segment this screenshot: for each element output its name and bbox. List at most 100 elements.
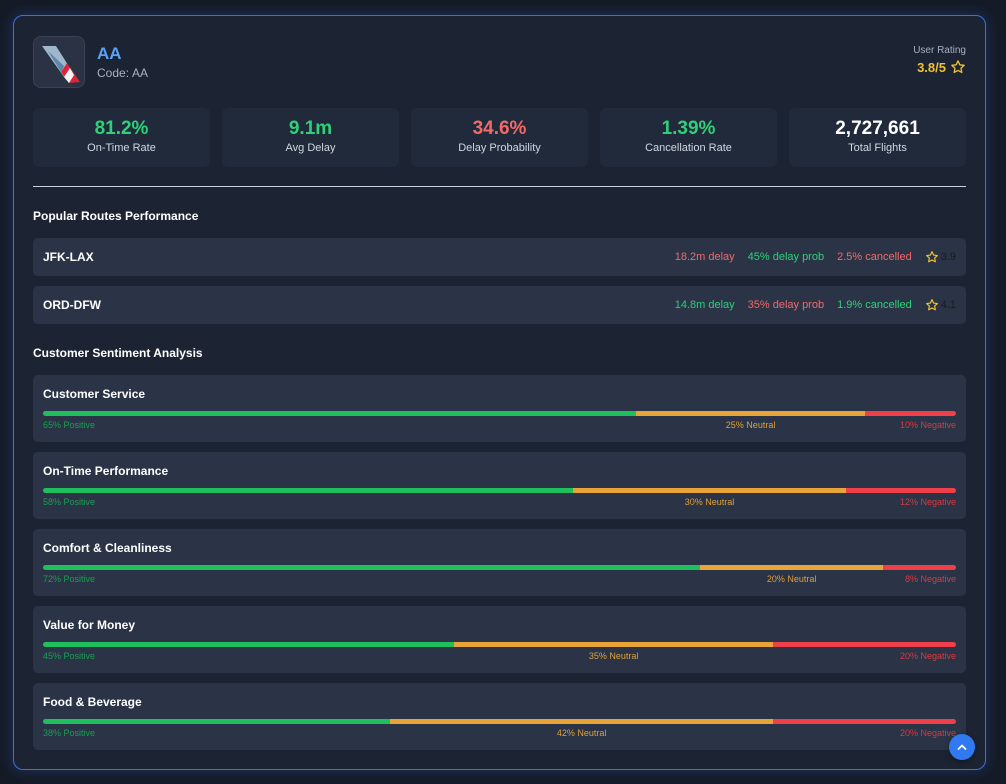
stat-value: 2,727,661 (835, 118, 920, 139)
sentiment-section-title: Customer Sentiment Analysis (33, 346, 203, 360)
user-rating-label: User Rating (913, 45, 966, 56)
stat-value: 34.6% (472, 118, 527, 139)
sentiment-labels: 38% Positive 42% Neutral 20% Negative (43, 728, 956, 740)
stat-label: Delay Probability (458, 142, 541, 154)
stat-label: Avg Delay (285, 142, 336, 154)
route-delay-probability: 35% delay prob (747, 299, 825, 311)
star-outline-icon (925, 299, 938, 311)
sentiment-title: On-Time Performance (43, 464, 169, 478)
sentiment-negative-label: 20% Negative (899, 728, 956, 738)
sentiment-bar-positive (43, 565, 701, 570)
sentiment-positive-label: 72% Positive (43, 574, 96, 584)
airline-code-value: AA (132, 66, 149, 80)
route-rating: 3.9 (925, 250, 956, 264)
sentiment-bar (43, 411, 956, 416)
route-row-ord-dfw[interactable]: ORD-DFW 14.8m delay 35% delay prob 1.9% … (33, 286, 966, 324)
section-divider (33, 186, 966, 187)
star-outline-icon (925, 251, 938, 263)
sentiment-bar-negative (882, 565, 956, 570)
sentiment-positive-label: 58% Positive (43, 497, 96, 507)
sentiment-labels: 65% Positive 25% Neutral 10% Negative (43, 420, 956, 432)
route-name: JFK-LAX (43, 250, 94, 264)
route-metrics: 14.8m delay 35% delay prob 1.9% cancelle… (675, 298, 956, 312)
user-rating-value: 3.8/5 (917, 59, 946, 75)
sentiment-bar (43, 719, 956, 724)
sentiment-negative-label: 8% Negative (904, 574, 956, 584)
sentiment-bar-neutral (636, 411, 865, 416)
stat-value: 9.1m (288, 118, 333, 139)
sentiment-bar (43, 642, 956, 647)
american-airlines-logo-icon (33, 36, 85, 88)
stat-label: Cancellation Rate (645, 142, 732, 154)
route-metrics: 18.2m delay 45% delay prob 2.5% cancelle… (675, 250, 956, 264)
airline-name: AA (97, 44, 122, 63)
stat-total-flights: 2,727,661 Total Flights (789, 108, 966, 167)
stat-label: On-Time Rate (87, 142, 156, 154)
route-name: ORD-DFW (43, 298, 101, 312)
sentiment-negative-label: 12% Negative (899, 497, 956, 507)
route-cancelled: 2.5% cancelled (837, 251, 912, 263)
sentiment-card-food-beverage: Food & Beverage 38% Positive 42% Neutral… (33, 683, 966, 750)
route-row-jfk-lax[interactable]: JFK-LAX 18.2m delay 45% delay prob 2.5% … (33, 238, 966, 276)
stat-on-time-rate: 81.2% On-Time Rate (33, 108, 210, 167)
scroll-to-top-button[interactable] (949, 734, 975, 760)
airline-card: AA Code: AA User Rating 3.8/5 81.2% On-Ti… (13, 15, 986, 770)
sentiment-card-comfort-cleanliness: Comfort & Cleanliness 72% Positive 20% N… (33, 529, 966, 596)
sentiment-card-on-time-performance: On-Time Performance 58% Positive 30% Neu… (33, 452, 966, 519)
sentiment-bar-neutral (572, 488, 847, 493)
star-outline-icon (951, 60, 965, 74)
airline-code-label: Code: (97, 66, 130, 80)
sentiment-bar-neutral (700, 565, 883, 570)
sentiment-bar-positive (43, 411, 637, 416)
stat-delay-probability: 34.6% Delay Probability (411, 108, 588, 167)
sentiment-positive-label: 65% Positive (43, 420, 96, 430)
stat-avg-delay: 9.1m Avg Delay (222, 108, 399, 167)
sentiment-bar-positive (43, 719, 390, 724)
stat-value: 81.2% (94, 118, 149, 139)
stat-value: 1.39% (661, 118, 716, 139)
sentiment-labels: 72% Positive 20% Neutral 8% Negative (43, 574, 956, 586)
sentiment-neutral-label: 30% Neutral (684, 497, 735, 507)
route-rating: 4.1 (925, 298, 956, 312)
route-rating-value: 4.1 (940, 299, 956, 311)
sentiment-card-value-for-money: Value for Money 45% Positive 35% Neutral… (33, 606, 966, 673)
sentiment-bar (43, 565, 956, 570)
sentiment-bar-positive (43, 488, 573, 493)
sentiment-title: Customer Service (43, 387, 146, 401)
sentiment-neutral-label: 35% Neutral (588, 651, 639, 661)
stat-label: Total Flights (848, 142, 907, 154)
route-rating-value: 3.9 (940, 251, 956, 263)
sentiment-positive-label: 45% Positive (43, 651, 96, 661)
stat-cancellation-rate: 1.39% Cancellation Rate (600, 108, 777, 167)
routes-section-title: Popular Routes Performance (33, 209, 199, 223)
sentiment-neutral-label: 25% Neutral (725, 420, 776, 430)
sentiment-title: Value for Money (43, 618, 136, 632)
sentiment-bar-neutral (389, 719, 774, 724)
sentiment-title: Food & Beverage (43, 695, 142, 709)
airline-header: AA Code: AA User Rating 3.8/5 (33, 36, 966, 90)
route-delay: 14.8m delay (674, 299, 735, 311)
route-cancelled: 1.9% cancelled (837, 299, 912, 311)
sentiment-labels: 45% Positive 35% Neutral 20% Negative (43, 651, 956, 663)
sentiment-labels: 58% Positive 30% Neutral 12% Negative (43, 497, 956, 509)
sentiment-negative-label: 20% Negative (899, 651, 956, 661)
sentiment-negative-label: 10% Negative (899, 420, 956, 430)
sentiment-bar-negative (773, 642, 956, 647)
chevron-up-icon (957, 744, 967, 750)
sentiment-positive-label: 38% Positive (43, 728, 96, 738)
stats-row: 81.2% On-Time Rate 9.1m Avg Delay 34.6% … (33, 108, 966, 167)
user-rating: User Rating 3.8/5 (913, 45, 966, 77)
sentiment-bar-positive (43, 642, 454, 647)
sentiment-bar-negative (846, 488, 956, 493)
sentiment-card-customer-service: Customer Service 65% Positive 25% Neutra… (33, 375, 966, 442)
route-delay: 18.2m delay (674, 251, 735, 263)
sentiment-bar-negative (773, 719, 956, 724)
route-delay-probability: 45% delay prob (747, 251, 825, 263)
user-rating-value-wrap: 3.8/5 (917, 59, 966, 75)
sentiment-title: Comfort & Cleanliness (43, 541, 172, 555)
sentiment-bar-negative (864, 411, 956, 416)
sentiment-bar-neutral (453, 642, 774, 647)
sentiment-neutral-label: 42% Neutral (556, 728, 607, 738)
airline-code: Code: AA (97, 66, 148, 80)
sentiment-neutral-label: 20% Neutral (766, 574, 817, 584)
